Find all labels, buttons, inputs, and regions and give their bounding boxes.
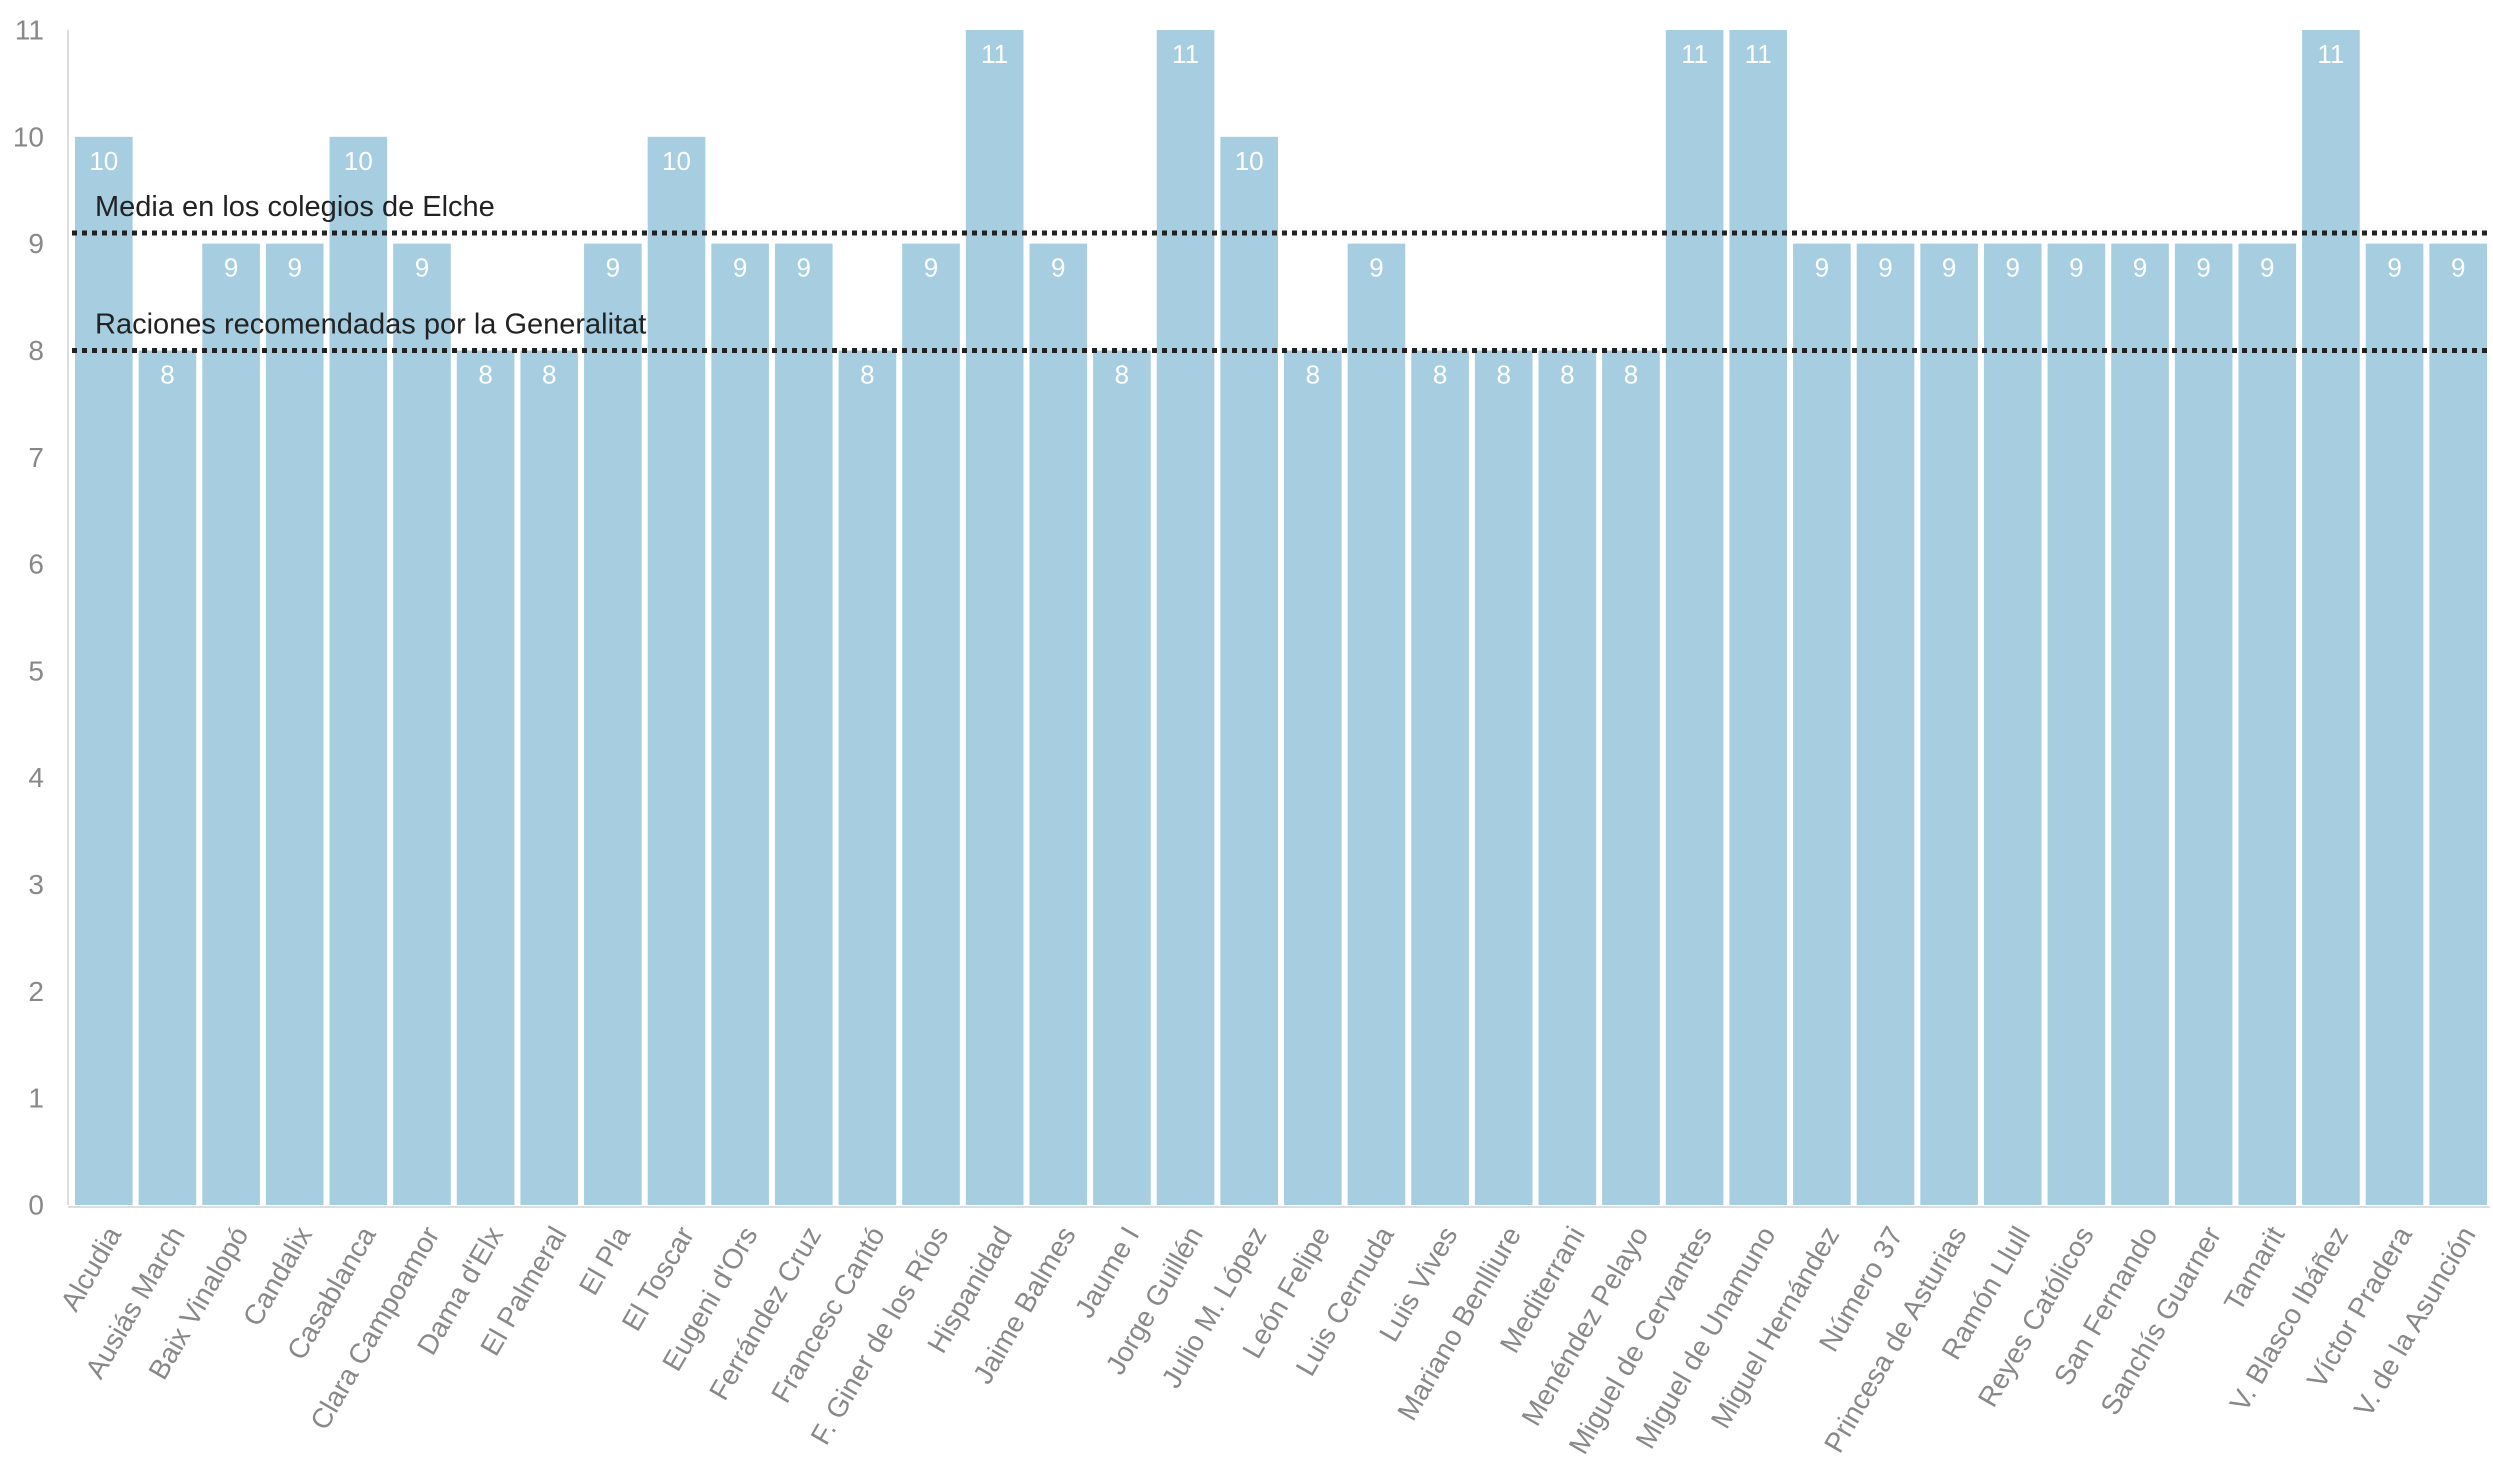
bar-value-label: 8 (1496, 359, 1510, 389)
bar-value-label: 9 (2451, 253, 2465, 283)
bar-value-label: 9 (2069, 253, 2083, 283)
bar-value-label: 8 (860, 359, 874, 389)
bar (584, 243, 642, 1206)
bar-value-label: 10 (1235, 146, 1264, 176)
bar-value-label: 9 (224, 253, 238, 283)
bar (2111, 243, 2169, 1206)
bar-value-label: 8 (1433, 359, 1447, 389)
bar (774, 243, 833, 1206)
bar-value-label: 11 (981, 39, 1008, 69)
bar (2365, 243, 2424, 1206)
bar (902, 243, 960, 1206)
bar (520, 350, 579, 1205)
y-tick-label: 7 (28, 442, 44, 473)
bar-value-label: 9 (2133, 253, 2147, 283)
bar-value-label: 9 (2260, 253, 2274, 283)
bar (75, 136, 133, 1206)
bar (1856, 243, 1915, 1206)
bar-value-label: 9 (287, 253, 301, 283)
y-tick-label: 11 (15, 15, 44, 46)
bar-value-label: 9 (1878, 253, 1892, 283)
bar-value-label: 8 (1624, 359, 1638, 389)
bar-value-label: 8 (1306, 359, 1320, 389)
bar-value-label: 8 (1560, 359, 1574, 389)
bar-value-label: 11 (1681, 39, 1708, 69)
bar-value-label: 10 (344, 146, 373, 176)
bar-value-labels: 10 8 9 9 10 9 8 8 9 10 9 9 8 9 11 9 8 11 10 8 9 8 8 8 8 11 11 9 9 9 9 9… (89, 39, 2465, 389)
y-tick-label: 3 (28, 869, 44, 900)
bar-value-label: 8 (542, 359, 556, 389)
reference-line-label: Media en los colegios de Elche (95, 191, 495, 223)
bar (647, 136, 706, 1206)
bar (202, 243, 260, 1206)
bar-value-label: 9 (606, 253, 620, 283)
bar (1665, 30, 1724, 1205)
y-tick-label: 8 (28, 335, 44, 366)
bar-value-label: 8 (1115, 359, 1129, 389)
bar-value-label: 11 (1172, 39, 1199, 69)
bar (1602, 350, 1660, 1205)
y-tick-label: 10 (13, 121, 44, 152)
bar (1538, 350, 1597, 1205)
bar (1920, 243, 1978, 1206)
bar-value-label: 10 (89, 146, 118, 176)
y-tick-label: 2 (28, 976, 44, 1007)
bar (2302, 30, 2360, 1205)
bar (2174, 243, 2233, 1206)
bar-value-label: 9 (1051, 253, 1065, 283)
reference-lines: Media en los colegios de Elche Raciones r… (72, 191, 2490, 353)
bar (1093, 350, 1151, 1205)
y-tick-label: 1 (28, 1083, 44, 1114)
bar (138, 350, 197, 1205)
bar (1029, 243, 1088, 1206)
bar (965, 30, 1024, 1205)
bar-value-label: 9 (2196, 253, 2210, 283)
bar (1729, 30, 1788, 1205)
bar (393, 243, 451, 1206)
y-axis: 0 1 2 3 4 5 6 7 8 9 10 11 (13, 15, 69, 1221)
bar (1411, 350, 1469, 1205)
bar-value-label: 11 (1745, 39, 1772, 69)
bar-value-label: 11 (2317, 39, 2344, 69)
bar-value-label: 10 (662, 146, 691, 176)
bar-value-label: 9 (415, 253, 429, 283)
bar (265, 243, 324, 1206)
bar-value-label: 9 (797, 253, 811, 283)
bar-value-label: 9 (2387, 253, 2401, 283)
y-tick-label: 0 (28, 1190, 44, 1221)
bar (1793, 243, 1851, 1206)
bar-value-label: 9 (1815, 253, 1829, 283)
bar-value-label: 9 (733, 253, 747, 283)
bar (2047, 243, 2106, 1206)
bar-value-label: 8 (478, 359, 492, 389)
bar (1284, 350, 1342, 1205)
bar (838, 350, 897, 1205)
bar-value-label: 8 (160, 359, 174, 389)
y-tick-label: 6 (28, 549, 44, 580)
bar-value-label: 9 (1369, 253, 1383, 283)
bar (1347, 243, 1406, 1206)
y-tick-label: 4 (28, 762, 44, 793)
bar (329, 136, 388, 1206)
bar-value-label: 9 (924, 253, 938, 283)
bar (2238, 243, 2297, 1206)
y-tick-label: 9 (28, 228, 44, 259)
reference-line-label: Raciones recomendadas por la Generalitat (95, 308, 646, 340)
bar (1983, 243, 2042, 1206)
bar (456, 350, 515, 1205)
y-tick-label: 5 (28, 655, 44, 686)
x-tick-label: El Pla (573, 1221, 637, 1300)
bars (75, 30, 2487, 1206)
bar (711, 243, 769, 1206)
bar (1156, 30, 1215, 1205)
bar-value-label: 9 (2006, 253, 2020, 283)
bar (1474, 350, 1533, 1205)
bar (2429, 243, 2487, 1206)
bar (1220, 136, 1278, 1206)
bar-value-label: 9 (1942, 253, 1956, 283)
